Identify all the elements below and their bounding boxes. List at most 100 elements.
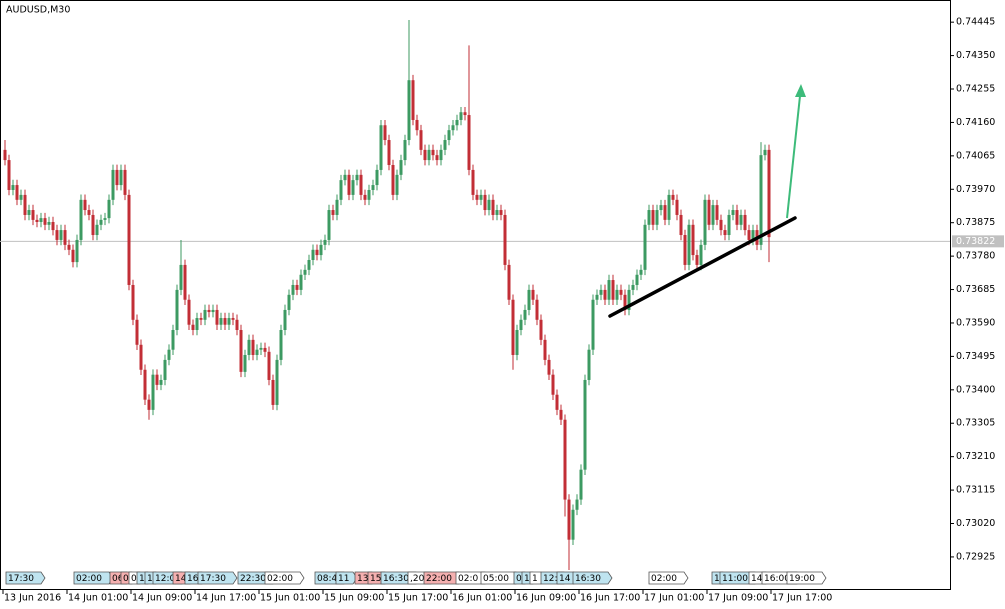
candle-body	[135, 319, 139, 345]
trendline	[608, 216, 797, 318]
arrow-head	[795, 84, 806, 97]
y-tick-label: 0.73020	[956, 518, 995, 529]
candle-body	[715, 205, 719, 220]
candle-body	[167, 349, 171, 360]
event-tag-label: 08:4	[317, 574, 337, 584]
candle-body	[575, 499, 579, 510]
candle-body	[559, 409, 563, 420]
candle-body	[403, 140, 407, 161]
candle-body	[595, 294, 599, 300]
candle-body	[311, 249, 315, 260]
candle-body	[263, 347, 267, 352]
event-tag-label: 16:30	[383, 574, 409, 584]
event-tag-label: 14	[175, 574, 187, 584]
candle-body	[123, 169, 127, 195]
event-tag-label: ,20	[410, 574, 425, 584]
candle-body	[735, 210, 739, 225]
candle-body	[3, 149, 7, 161]
candle-body	[387, 140, 391, 166]
arrow-shaft	[786, 95, 801, 219]
event-tag	[5, 571, 46, 585]
candle-body	[459, 112, 463, 120]
candle-body	[495, 210, 499, 215]
candle-body	[11, 185, 15, 190]
candle-body	[215, 309, 219, 325]
candle-body	[667, 194, 671, 220]
candle-body	[551, 374, 555, 395]
candle-body	[291, 284, 295, 295]
y-tick-label: 0.72925	[956, 551, 995, 562]
x-tick-label: 17 Jun 09:00	[708, 593, 768, 604]
y-tick-label: 0.74350	[956, 50, 995, 61]
event-tag	[786, 571, 827, 585]
x-tick-label: 16 Jun 09:00	[516, 593, 576, 604]
candle-body	[139, 344, 143, 370]
candle-body	[683, 235, 687, 265]
event-tag-label: 02:00	[267, 574, 293, 584]
y-tick-label: 0.73305	[956, 418, 995, 429]
chart-title: AUDUSD,M30	[6, 5, 70, 16]
candle-body	[131, 284, 135, 320]
candle-body	[679, 214, 683, 236]
candle-body	[195, 318, 199, 331]
event-tag-label: 12:0	[155, 574, 175, 584]
candle-body	[391, 165, 395, 195]
candle-body	[423, 149, 427, 161]
candle-body	[511, 299, 515, 355]
candle-body	[91, 214, 95, 236]
candle-body	[15, 185, 19, 200]
candle-body	[519, 319, 523, 331]
event-tag-label: 22:00	[426, 574, 452, 584]
candle-body	[99, 219, 103, 225]
candle-body	[567, 499, 571, 540]
candle-body	[407, 80, 411, 141]
candle-body	[67, 244, 71, 250]
candle-body	[563, 419, 567, 500]
candle-body	[647, 210, 651, 225]
candle-body	[223, 318, 227, 325]
candle-body	[247, 339, 251, 355]
candle-body	[303, 269, 307, 275]
event-tag-label: 0	[123, 574, 129, 584]
candle-body	[35, 219, 39, 222]
candle-body	[611, 280, 615, 300]
candle-body	[327, 210, 331, 240]
candle-body	[299, 274, 303, 290]
event-tag-label: 0	[131, 574, 137, 584]
candle-body	[607, 280, 611, 300]
candle-body	[663, 205, 667, 220]
candle-body	[307, 259, 311, 270]
candle-body	[227, 318, 231, 325]
candle-body	[463, 112, 467, 116]
event-tag-label: 17:30	[200, 574, 226, 584]
candle-body	[759, 155, 763, 245]
candle-body	[491, 199, 495, 215]
event-tag-label: 1	[524, 574, 530, 584]
candle-body	[275, 359, 279, 405]
candle-body	[375, 169, 379, 186]
candle-body	[635, 274, 639, 285]
x-tick-label: 15 Jun 09:00	[324, 593, 384, 604]
x-tick-label: 15 Jun 01:00	[260, 593, 320, 604]
candle-body	[671, 194, 675, 200]
candle-body	[199, 318, 203, 320]
candle-body	[615, 289, 619, 300]
candle-body	[531, 289, 535, 300]
event-tag	[264, 571, 305, 585]
candle-body	[475, 194, 479, 200]
candle-body	[399, 160, 403, 175]
candle-body	[187, 299, 191, 325]
candle-body	[359, 174, 363, 195]
candle-body	[83, 199, 87, 211]
x-tick-label: 15 Jun 17:00	[388, 593, 448, 604]
event-tag-label: 1	[532, 574, 538, 584]
candle-body	[659, 205, 663, 211]
candle-body	[343, 174, 347, 181]
y-tick-label: 0.73400	[956, 384, 995, 395]
y-tick-label: 0.73780	[956, 251, 995, 262]
candle-body	[651, 210, 655, 225]
event-tag-label: 22:30	[240, 574, 266, 584]
candle-body	[739, 214, 743, 225]
event-tag-label: 02:00	[651, 574, 677, 584]
candle-body	[487, 199, 491, 211]
